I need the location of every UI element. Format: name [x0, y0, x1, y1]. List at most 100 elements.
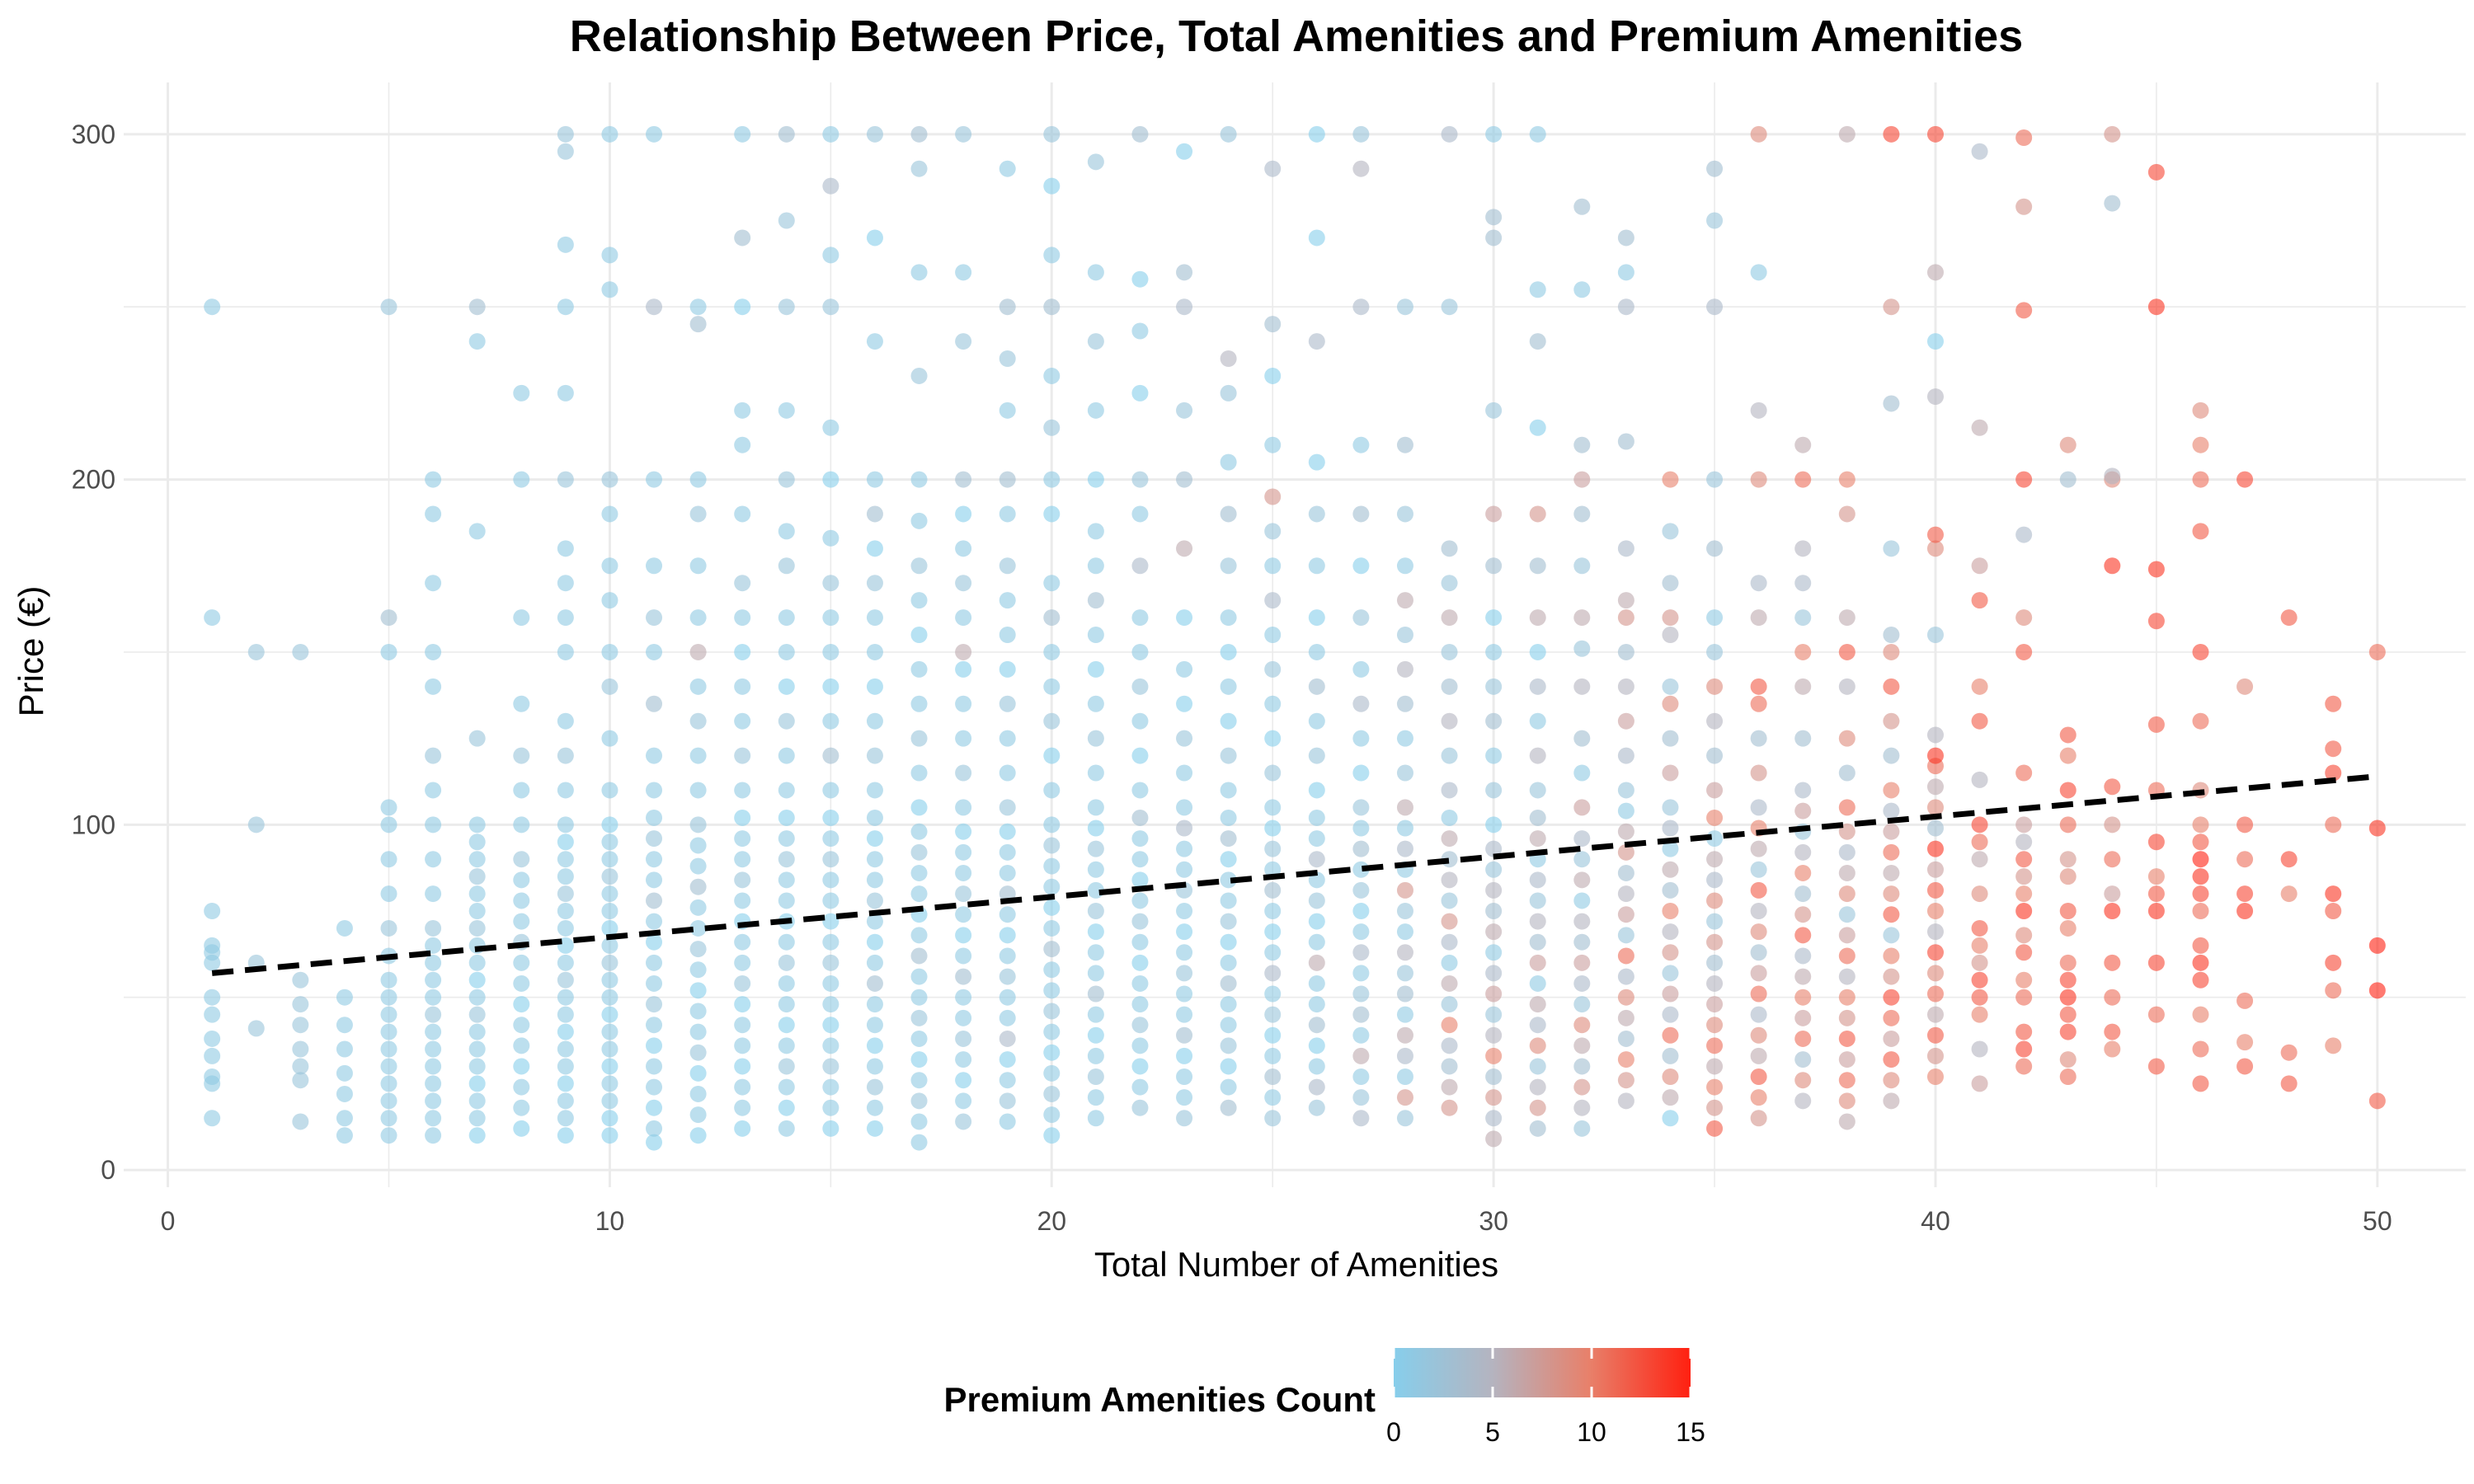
data-point [1706, 1120, 1724, 1137]
data-point [822, 678, 840, 695]
data-point [557, 782, 574, 799]
data-point [425, 885, 442, 903]
data-point [1573, 764, 1591, 782]
data-point [1838, 843, 1856, 861]
data-point [1131, 471, 1149, 488]
data-point [2104, 467, 2121, 485]
data-point [1131, 270, 1149, 288]
trend-line [211, 773, 2378, 976]
data-point [1131, 913, 1149, 930]
data-point [601, 730, 618, 747]
data-point [1352, 985, 1370, 1003]
data-point [292, 643, 309, 660]
data-point [2059, 851, 2077, 868]
data-point [1529, 712, 1546, 730]
data-point [2104, 851, 2121, 868]
data-point [866, 505, 883, 523]
data-point [734, 298, 751, 316]
data-point [1750, 1047, 1767, 1064]
data-point [822, 125, 840, 143]
data-point [557, 1040, 574, 1058]
data-point [2015, 971, 2033, 989]
data-point [380, 1075, 397, 1092]
data-point [2325, 816, 2342, 834]
data-point [734, 1017, 751, 1034]
data-point [822, 1017, 840, 1034]
data-point [1662, 799, 1679, 816]
data-point [1441, 892, 1458, 909]
data-point [1087, 965, 1104, 982]
data-point [1220, 1017, 1237, 1034]
data-point [1971, 1006, 1988, 1023]
data-point [1308, 747, 1325, 764]
data-point [1043, 298, 1061, 316]
data-point [2059, 436, 2077, 453]
data-point [557, 885, 574, 903]
data-point [1662, 695, 1679, 712]
data-point [1838, 1113, 1856, 1130]
data-point [204, 937, 221, 954]
data-point [999, 1113, 1016, 1130]
data-point [1352, 861, 1370, 878]
data-point [1529, 913, 1546, 930]
data-point [1794, 436, 1812, 453]
data-point [1264, 592, 1282, 609]
data-point [468, 919, 486, 937]
data-point [646, 298, 663, 316]
data-point [247, 1020, 265, 1037]
data-point [866, 471, 883, 488]
data-point [1352, 609, 1370, 627]
data-point [1396, 819, 1413, 837]
data-point [601, 834, 618, 851]
data-point [955, 730, 972, 747]
data-point [513, 609, 530, 627]
data-point [1396, 1047, 1413, 1064]
data-point [646, 1017, 663, 1034]
data-point [1883, 906, 1900, 923]
data-point [2015, 989, 2033, 1006]
data-point [999, 695, 1016, 712]
data-point [778, 871, 795, 889]
data-point [1706, 1058, 1724, 1075]
data-point [1662, 923, 1679, 941]
data-point [1087, 264, 1104, 281]
data-point [1529, 892, 1546, 909]
data-point [866, 643, 883, 660]
data-point [1441, 974, 1458, 992]
data-point [513, 974, 530, 992]
data-point [910, 764, 928, 782]
data-point [425, 782, 442, 799]
data-point [557, 540, 574, 557]
data-point [292, 1113, 309, 1130]
data-point [778, 809, 795, 826]
data-point [2280, 1075, 2298, 1092]
data-point [646, 747, 663, 764]
data-point [1352, 505, 1370, 523]
data-point [1485, 1110, 1503, 1127]
data-point [425, 1092, 442, 1110]
data-point [778, 212, 795, 229]
data-point [1087, 471, 1104, 488]
data-point [1971, 712, 1988, 730]
data-point [2368, 1092, 2386, 1110]
data-point [513, 892, 530, 909]
data-point [734, 782, 751, 799]
data-point [1750, 575, 1767, 592]
data-point [1087, 764, 1104, 782]
data-point [734, 229, 751, 247]
data-point [1043, 367, 1061, 384]
data-point [513, 695, 530, 712]
data-point [1176, 861, 1193, 878]
data-point [1617, 592, 1634, 609]
data-point [1794, 575, 1812, 592]
data-point [1131, 892, 1149, 909]
data-point [1485, 125, 1503, 143]
data-point [734, 436, 751, 453]
data-point [910, 160, 928, 177]
data-point [2015, 609, 2033, 627]
data-point [468, 1092, 486, 1110]
data-point [2104, 125, 2121, 143]
data-point [1352, 298, 1370, 316]
data-point [778, 851, 795, 868]
data-point [1926, 333, 1944, 350]
